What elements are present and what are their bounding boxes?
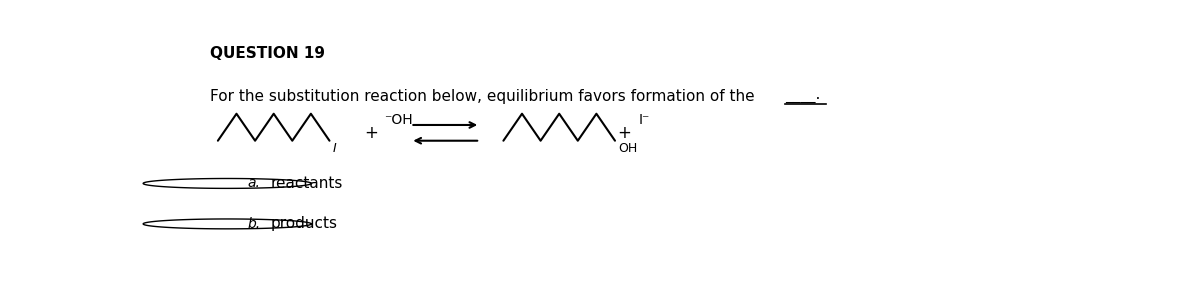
Text: +: + bbox=[365, 124, 378, 142]
Text: reactants: reactants bbox=[271, 176, 343, 191]
Text: a.: a. bbox=[247, 176, 260, 190]
Text: I: I bbox=[332, 142, 336, 155]
Text: b.: b. bbox=[247, 217, 260, 231]
Text: I⁻: I⁻ bbox=[638, 114, 649, 128]
Text: ____.: ____. bbox=[785, 89, 821, 104]
Text: products: products bbox=[271, 216, 338, 231]
Text: ⁻OH: ⁻OH bbox=[384, 114, 413, 128]
Text: +: + bbox=[617, 124, 631, 142]
Text: For the substitution reaction below, equilibrium favors formation of the: For the substitution reaction below, equ… bbox=[210, 89, 760, 104]
Text: QUESTION 19: QUESTION 19 bbox=[210, 46, 325, 61]
Text: OH: OH bbox=[618, 142, 637, 155]
